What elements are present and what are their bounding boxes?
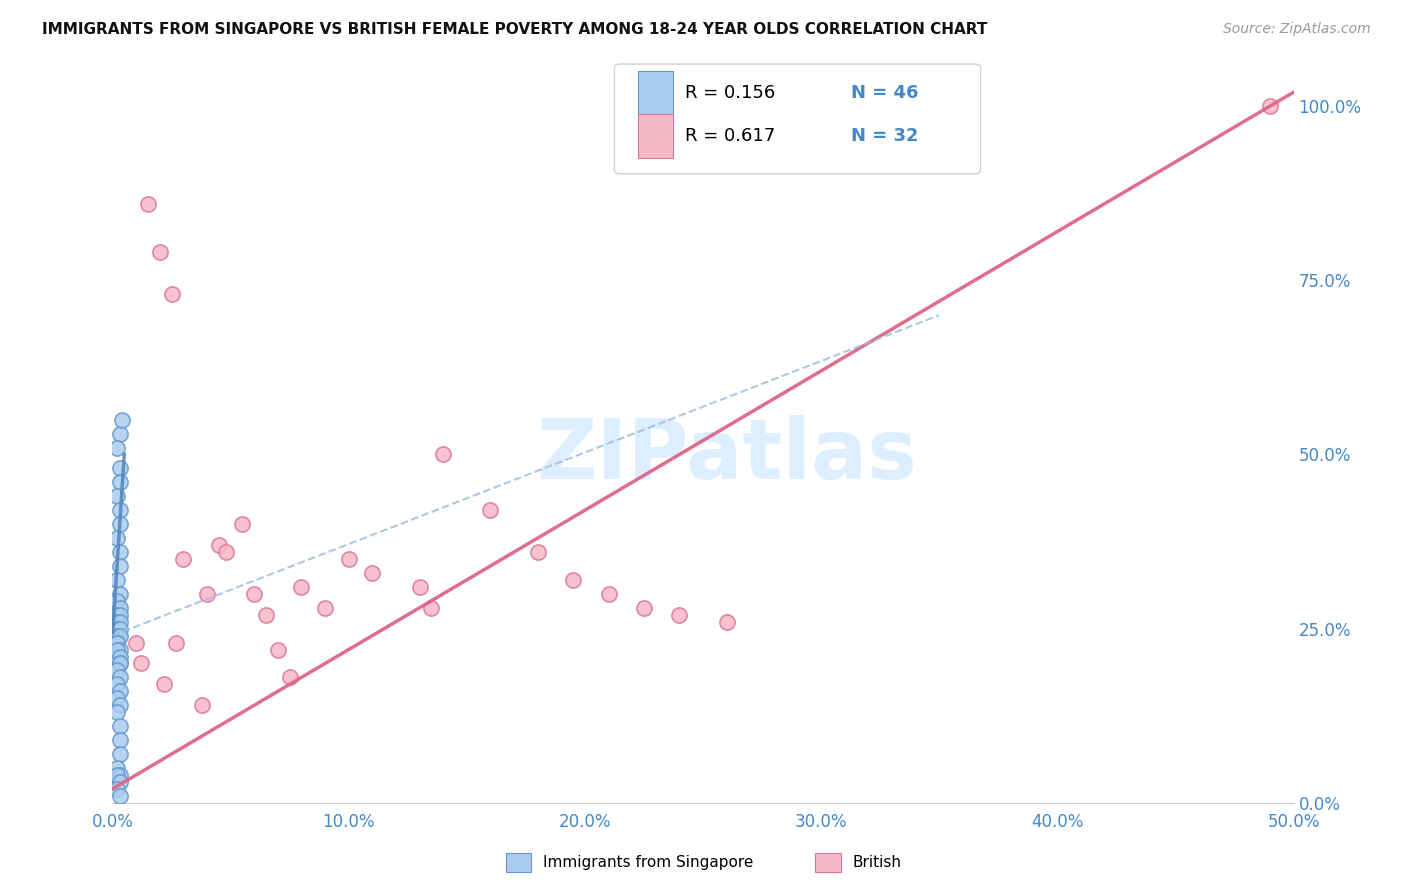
Point: [105, 607, 128, 622]
Point: [267, 642, 290, 657]
Text: British: British: [852, 855, 901, 870]
Point: [105, 594, 128, 608]
Point: [598, 587, 620, 601]
Point: [337, 552, 360, 566]
Point: [479, 503, 502, 517]
Point: [105, 781, 128, 796]
Point: [108, 545, 131, 559]
Text: R = 0.156: R = 0.156: [685, 85, 776, 103]
Point: [153, 677, 176, 691]
Point: [108, 698, 131, 713]
Text: N = 46: N = 46: [851, 85, 918, 103]
Point: [108, 657, 131, 671]
Point: [108, 517, 131, 532]
Point: [108, 642, 131, 657]
Point: [668, 607, 690, 622]
Point: [105, 635, 128, 649]
Point: [105, 489, 128, 503]
Point: [108, 503, 131, 517]
Point: [108, 768, 131, 782]
Point: [129, 657, 152, 671]
FancyBboxPatch shape: [638, 71, 673, 115]
Point: [136, 196, 159, 211]
Point: [716, 615, 738, 629]
Point: [108, 789, 131, 803]
Point: [108, 461, 131, 475]
Point: [108, 649, 131, 664]
Point: [108, 622, 131, 636]
Text: Immigrants from Singapore: Immigrants from Singapore: [543, 855, 754, 870]
Point: [562, 573, 585, 587]
Point: [231, 517, 253, 532]
Point: [105, 531, 128, 545]
Point: [408, 580, 430, 594]
Point: [195, 587, 218, 601]
Point: [633, 600, 655, 615]
FancyBboxPatch shape: [638, 114, 673, 158]
Point: [1258, 99, 1281, 113]
Point: [105, 615, 128, 629]
Point: [314, 600, 336, 615]
Point: [111, 412, 134, 426]
Point: [105, 441, 128, 455]
Point: [215, 545, 238, 559]
Point: [108, 607, 131, 622]
Point: [105, 622, 128, 636]
Point: [108, 657, 131, 671]
Point: [243, 587, 266, 601]
Point: [108, 426, 131, 441]
Point: [160, 287, 183, 301]
FancyBboxPatch shape: [614, 64, 980, 174]
Point: [108, 670, 131, 684]
Point: [290, 580, 312, 594]
Point: [105, 642, 128, 657]
Point: [108, 775, 131, 789]
Point: [105, 677, 128, 691]
Text: IMMIGRANTS FROM SINGAPORE VS BRITISH FEMALE POVERTY AMONG 18-24 YEAR OLDS CORREL: IMMIGRANTS FROM SINGAPORE VS BRITISH FEM…: [42, 22, 987, 37]
Point: [105, 761, 128, 775]
Point: [108, 719, 131, 733]
Point: [108, 629, 131, 643]
Point: [420, 600, 443, 615]
Point: [172, 552, 194, 566]
Point: [191, 698, 214, 713]
Point: [105, 664, 128, 678]
Point: [105, 768, 128, 782]
Point: [105, 629, 128, 643]
Point: [208, 538, 231, 552]
Text: Source: ZipAtlas.com: Source: ZipAtlas.com: [1223, 22, 1371, 37]
Point: [108, 615, 131, 629]
Point: [125, 635, 148, 649]
Point: [108, 558, 131, 573]
Text: N = 32: N = 32: [851, 127, 918, 145]
Point: [108, 587, 131, 601]
Point: [108, 600, 131, 615]
Point: [165, 635, 187, 649]
Point: [105, 573, 128, 587]
Point: [108, 684, 131, 698]
Point: [149, 245, 172, 260]
Point: [105, 635, 128, 649]
Point: [361, 566, 384, 580]
Point: [526, 545, 548, 559]
Point: [108, 733, 131, 747]
Point: [105, 705, 128, 719]
Point: [105, 691, 128, 706]
Point: [254, 607, 277, 622]
Point: [278, 670, 301, 684]
Point: [108, 747, 131, 761]
Point: [432, 448, 454, 462]
Text: ZIPatlas: ZIPatlas: [536, 415, 917, 496]
Point: [108, 475, 131, 490]
Text: R = 0.617: R = 0.617: [685, 127, 776, 145]
